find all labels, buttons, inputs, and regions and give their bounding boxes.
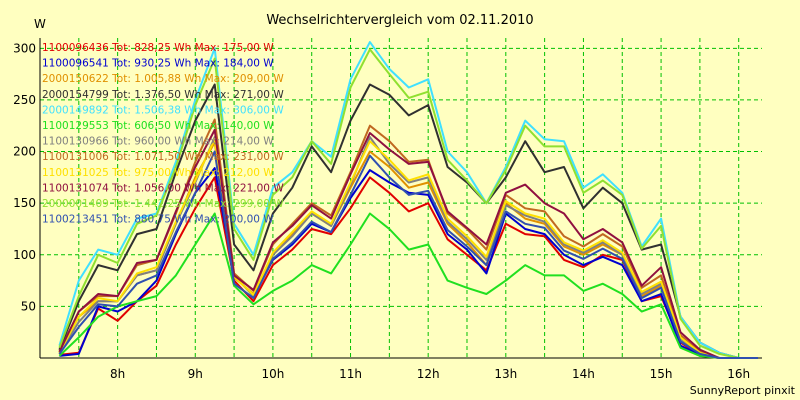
x-tick-label: 16h [727,367,750,381]
y-tick-label: 250 [13,93,36,107]
y-tick-label: 100 [13,248,36,262]
x-tick-label: 13h [494,367,517,381]
x-tick-label: 15h [650,367,673,381]
series-line [58,83,759,359]
legend-entry: 1100131074 Tot: 1.056,00 Wh Max: 221,00 … [42,182,284,194]
legend-entry: 1100213451 Tot: 880,75 Wh Max: 200,00 W [42,214,274,226]
legend-entry: 1100096541 Tot: 930,25 Wh Max: 184,00 W [42,58,274,70]
legend-entry: 2000154799 Tot: 1.376,50 Wh Max: 271,00 … [42,89,284,101]
legend-entry: 1100096436 Tot: 828,25 Wh Max: 175,00 W [42,42,274,54]
legend-entry: 2000001409 Tot: 1.442,25 Wh Max: 299,00 … [42,198,284,210]
legend-entry: 1100131006 Tot: 1.071,50 Wh Max: 231,00 … [42,151,284,163]
legend-entry: 2000149892 Tot: 1.506,38 Wh Max: 306,00 … [42,104,284,116]
series-line [58,48,759,359]
y-tick-label: 50 [21,299,36,313]
x-tick-label: 8h [110,367,125,381]
series-line [58,212,759,359]
y-tick-label: 300 [13,41,36,55]
legend-entry: 1100131025 Tot: 975,00 Wh Max: 212,00 W [42,167,274,179]
legend-entry: 1100129553 Tot: 606,50 Wh Max: 140,00 W [42,120,274,132]
y-tick-label: 200 [13,145,36,159]
legend-entry: 1100130966 Tot: 960,00 Wh Max: 214,00 W [42,136,274,148]
x-tick-label: 14h [572,367,595,381]
y-tick-label: 150 [13,196,36,210]
series-line [58,128,759,359]
x-tick-label: 11h [339,367,362,381]
chart-title: Wechselrichtervergleich vom 02.11.2010 [266,13,533,28]
x-tick-label: 12h [417,367,440,381]
plot-area [40,38,762,358]
legend-entry: 2000150622 Tot: 1.005,88 Wh Max: 209,00 … [42,73,284,85]
footer-text: SunnyReport pinxit [690,384,796,397]
series-line [58,150,759,359]
y-axis-label: W [34,17,46,31]
x-tick-label: 10h [261,367,284,381]
x-tick-label: 9h [188,367,203,381]
series-line [58,138,759,359]
